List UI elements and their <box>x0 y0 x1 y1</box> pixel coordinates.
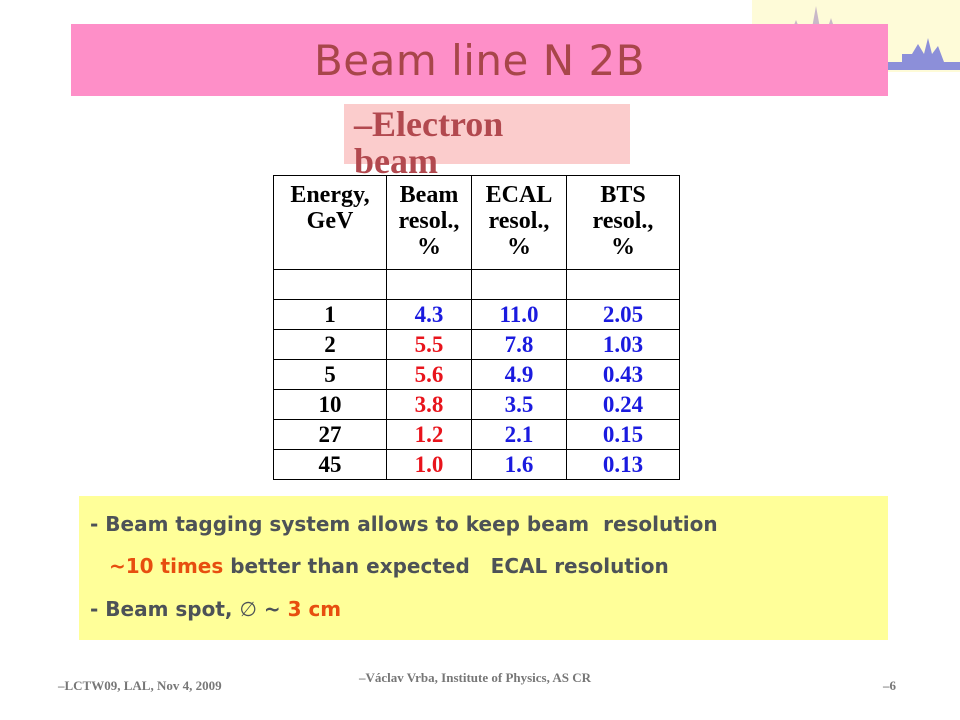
footer-conference: –LCTW09, LAL, Nov 4, 2009 <box>58 678 222 693</box>
subtitle-background <box>344 104 630 164</box>
cell-bts-resolution: 0.43 <box>566 359 680 390</box>
cell-energy: 27 <box>273 419 387 450</box>
cell-bts-resolution: 2.05 <box>566 299 680 330</box>
diameter-symbol-icon: ∅ <box>239 597 257 621</box>
table-row: 10 3.8 3.5 0.24 <box>273 389 680 420</box>
cell-beam-resolution: 1.0 <box>386 449 472 480</box>
footer-author: –Václav Vrba, Institute of Physics, AS C… <box>358 670 592 685</box>
cell-bts-resolution: 0.24 <box>566 389 680 420</box>
cell-beam-resolution: 1.2 <box>386 419 472 450</box>
note-line-3: - Beam spot, ∅ ~ 3 cm <box>90 597 342 621</box>
header-bts: BTS resol., % <box>566 175 680 270</box>
footer-page-number: –6 <box>883 678 896 693</box>
cell-ecal-resolution: 4.9 <box>471 359 567 390</box>
header-energy: Energy, GeV <box>273 175 387 270</box>
cell-beam-resolution: 3.8 <box>386 389 472 420</box>
cell-energy: 2 <box>273 329 387 360</box>
cell-ecal-resolution: 3.5 <box>471 389 567 420</box>
cell-energy: 5 <box>273 359 387 390</box>
table-row: 5 5.6 4.9 0.43 <box>273 359 680 390</box>
cell-energy: 45 <box>273 449 387 480</box>
notes-box: - Beam tagging system allows to keep bea… <box>79 496 888 640</box>
table-row: 2 5.5 7.8 1.03 <box>273 329 680 360</box>
cell-bts-resolution: 0.15 <box>566 419 680 450</box>
cell-bts-resolution: 1.03 <box>566 329 680 360</box>
note-highlight-times: ~10 times <box>109 554 224 578</box>
note-line-2: ~10 times better than expected ECAL reso… <box>109 554 669 578</box>
table-row: 45 1.0 1.6 0.13 <box>273 449 680 480</box>
cell-ecal-resolution: 7.8 <box>471 329 567 360</box>
title-bar: Beam line N 2B <box>71 24 888 96</box>
cell-ecal-resolution: 1.6 <box>471 449 567 480</box>
header-beam: Beam resol., % <box>386 175 472 270</box>
table-body: 1 4.3 11.0 2.05 2 5.5 7.8 1.03 5 5.6 4.9 0.43 10 3.8 3… <box>273 269 680 480</box>
table-row: 1 4.3 11.0 2.05 <box>273 299 680 330</box>
cell-ecal-resolution: 2.1 <box>471 419 567 450</box>
note-line-1: - Beam tagging system allows to keep bea… <box>90 512 718 536</box>
cell-beam-resolution: 4.3 <box>386 299 472 330</box>
resolution-table: Energy, GeV Beam resol., % ECAL resol., … <box>273 175 680 480</box>
note-highlight-spot-size: 3 cm <box>287 597 342 621</box>
table-header: Energy, GeV Beam resol., % ECAL resol., … <box>273 175 680 270</box>
cell-beam-resolution: 5.6 <box>386 359 472 390</box>
cell-bts-resolution: 0.13 <box>566 449 680 480</box>
cell-energy: 10 <box>273 389 387 420</box>
table-row: 27 1.2 2.1 0.15 <box>273 419 680 450</box>
subtitle: –Electron beam <box>354 104 504 181</box>
page-title: Beam line N 2B <box>313 35 646 85</box>
cell-energy: 1 <box>273 299 387 330</box>
cell-beam-resolution: 5.5 <box>386 329 472 360</box>
header-ecal: ECAL resol., % <box>471 175 567 270</box>
cell-ecal-resolution: 11.0 <box>471 299 567 330</box>
